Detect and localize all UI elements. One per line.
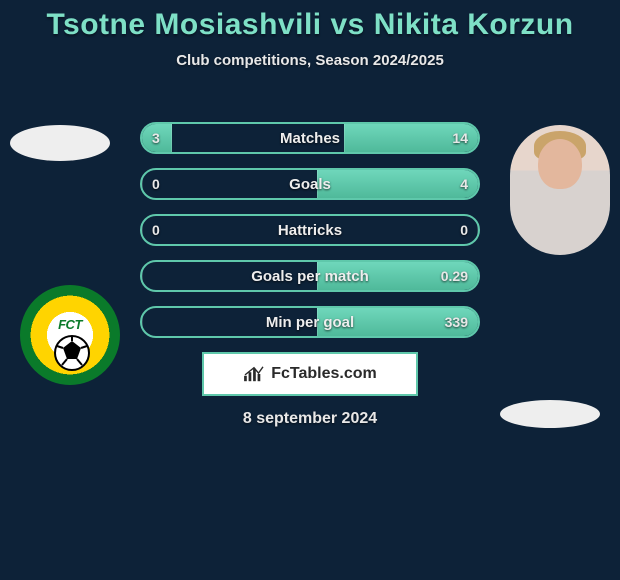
stat-label: Goals — [142, 176, 478, 193]
stat-row: 04Goals — [140, 168, 480, 200]
stat-label: Goals per match — [142, 268, 478, 285]
stats-chart: 314Matches 04Goals 00Hattricks 0.29Goals pe… — [140, 122, 480, 352]
player1-club-badge: FCT — [20, 285, 120, 385]
player2-name: Nikita Korzun — [374, 8, 574, 41]
stat-row: 314Matches — [140, 122, 480, 154]
soccer-ball-icon — [52, 333, 92, 373]
stat-row: 0.29Goals per match — [140, 260, 480, 292]
page-title: Tsotne Mosiashvili vs Nikita Korzun — [0, 0, 620, 42]
player2-avatar — [510, 125, 610, 255]
stat-row: 339Min per goal — [140, 306, 480, 338]
bar-chart-icon — [243, 365, 265, 383]
club-badge-text: FCT — [22, 317, 118, 332]
player1-name: Tsotne Mosiashvili — [46, 8, 321, 41]
stat-label: Hattricks — [142, 222, 478, 239]
brand-box: FcTables.com — [202, 352, 418, 396]
stat-label: Matches — [142, 130, 478, 147]
stat-row: 00Hattricks — [140, 214, 480, 246]
brand-text: FcTables.com — [271, 365, 377, 383]
player1-avatar-placeholder — [10, 125, 110, 161]
date-text: 8 september 2024 — [0, 410, 620, 428]
stat-label: Min per goal — [142, 314, 478, 331]
subtitle: Club competitions, Season 2024/2025 — [0, 52, 620, 69]
vs-text: vs — [330, 8, 364, 41]
